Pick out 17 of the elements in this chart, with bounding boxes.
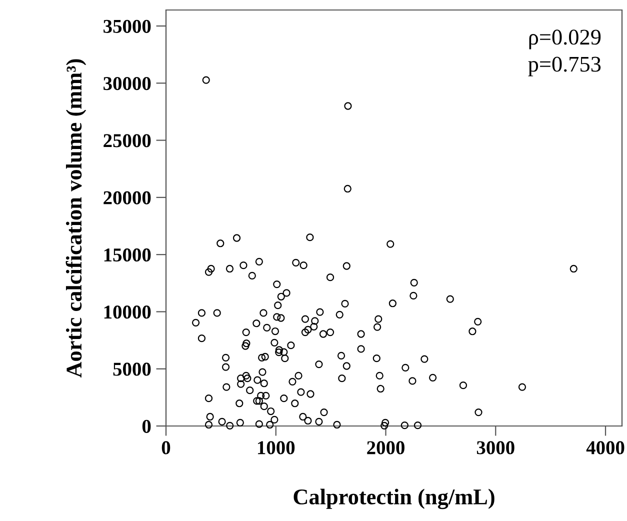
y-tick-label: 10000 — [104, 306, 151, 319]
annotation: p=0.753 — [528, 56, 601, 76]
y-tick-label: 25000 — [104, 134, 151, 148]
y-tick-label: 15000 — [104, 248, 151, 262]
y-tick-label: 30000 — [104, 76, 151, 90]
y-tick-label: 0 — [142, 420, 151, 433]
x-tick-label: 2000 — [367, 441, 404, 454]
annotation: ρ=0.029 — [529, 30, 601, 50]
x-tick-label: 0 — [162, 441, 170, 454]
x-tick-label: 4000 — [586, 441, 624, 454]
y-tick-label: 20000 — [104, 191, 151, 204]
y-axis-title: Aortic calcification volume (mm³) — [66, 59, 86, 378]
x-tick-label: 3000 — [476, 441, 514, 454]
y-tick-label: 5000 — [113, 362, 151, 376]
x-tick-label: 1000 — [258, 441, 295, 454]
y-tick-label: 35000 — [104, 20, 151, 33]
x-axis-title: Calprotectin (ng/mL) — [294, 488, 494, 510]
